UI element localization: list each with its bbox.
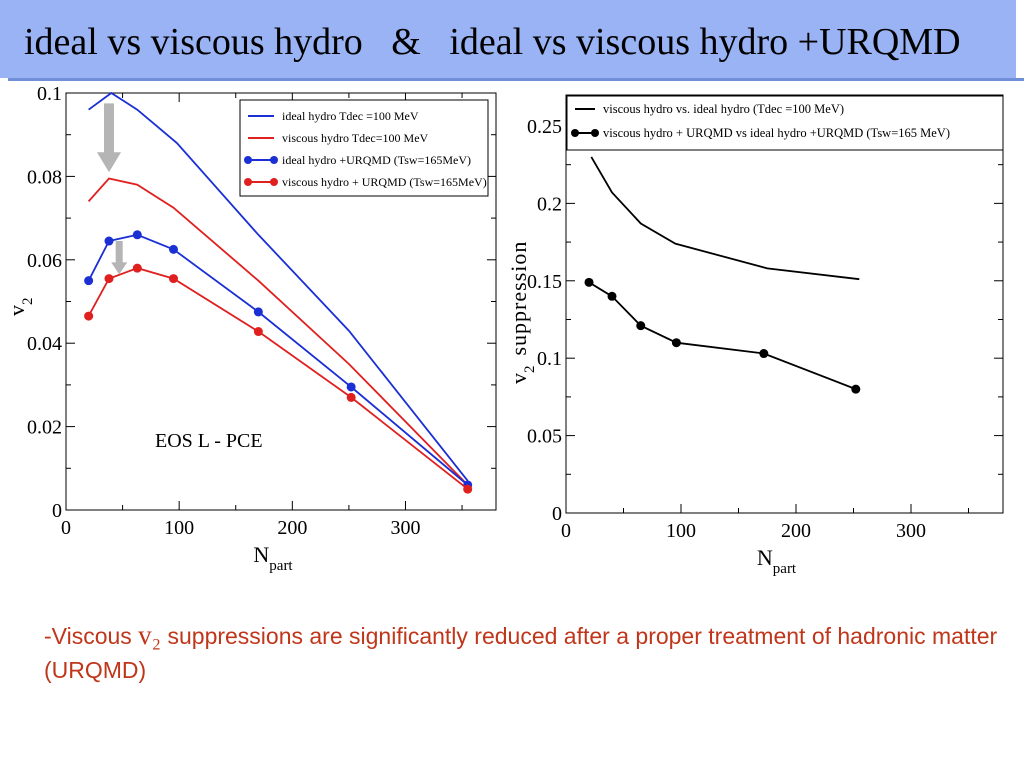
series-line-1: [88, 91, 469, 482]
y-axis-label-main: v: [4, 305, 29, 316]
x-axis-label: Npart: [757, 545, 797, 577]
data-point: [132, 230, 142, 240]
note-suffix: suppressions are significantly reduced a…: [44, 623, 998, 683]
series-line-1: [590, 156, 860, 281]
plot-frame: [565, 94, 1004, 514]
data-point: [253, 307, 263, 317]
y-tick-label: 0: [52, 500, 62, 522]
y-axis-label-suffix: suppression: [508, 241, 531, 356]
x-axis-label-sub: part: [773, 561, 797, 577]
x-axis-label-sub: part: [269, 558, 293, 574]
data-point: [346, 392, 356, 402]
data-point: [253, 327, 263, 337]
legend-entry-label: viscous hydro Tdec=100 MeV: [282, 131, 429, 145]
series-line-2: [588, 281, 857, 390]
eos-annotation: EOS L - PCE: [155, 430, 263, 452]
y-axis-label: v2: [4, 298, 36, 317]
x-tick-label: 300: [896, 520, 926, 542]
title-bar: [0, 0, 1024, 81]
legend-entry-label: ideal hydro Tdec =100 MeV: [282, 109, 419, 123]
suppression-arrow: [97, 103, 121, 173]
legend-entry-label: ideal hydro +URQMD (Tsw=165MeV): [282, 153, 471, 167]
y-axis-label-main: v: [508, 373, 531, 384]
legend-marker: [244, 156, 252, 164]
y-tick-label: 0.02: [27, 417, 62, 439]
data-point: [132, 263, 142, 273]
x-tick-label: 200: [781, 520, 811, 542]
note-prefix: -Viscous: [44, 623, 139, 649]
data-point: [759, 349, 769, 359]
y-axis-label-sub: 2: [522, 366, 538, 374]
legend-entry-label: viscous hydro + URQMD vs ideal hydro +UR…: [603, 126, 950, 140]
legend-entry-label: viscous hydro vs. ideal hydro (Tdec =100…: [603, 102, 844, 116]
x-tick-label: 200: [277, 517, 307, 539]
data-point: [607, 291, 617, 301]
data-point: [346, 382, 356, 392]
v2-suppression-chart: 0 100 200 300 0 0.05 0.1 0.15 0.2 0.25 Npart v2 supp…: [508, 94, 1004, 577]
series-line-2: [87, 177, 469, 486]
y-tick-label: 0: [552, 503, 562, 525]
y-axis-label: v2 suppression: [508, 241, 538, 384]
x-axis-label: Npart: [253, 542, 293, 574]
x-axis-label-main: N: [757, 545, 773, 570]
y-tick-label: 0.1: [37, 83, 62, 105]
y-tick-label: 0.04: [27, 333, 62, 355]
legend-marker: [571, 129, 579, 137]
data-point: [671, 338, 681, 348]
x-tick-label: 100: [666, 520, 696, 542]
data-point: [104, 274, 114, 284]
data-point: [851, 384, 861, 394]
title-bar-shadow: [8, 78, 1024, 81]
legend-marker: [244, 178, 252, 186]
slide-title: ideal vs viscous hydro & ideal vs viscou…: [24, 21, 961, 63]
x-axis-label-main: N: [253, 542, 269, 567]
suppression-arrow: [111, 241, 128, 275]
conclusion-note: -Viscous v₂ suppressions are significant…: [44, 618, 1004, 687]
y-tick-label: 0.05: [527, 426, 562, 448]
legend-box: [566, 95, 1004, 151]
x-tick-label: 0: [61, 517, 71, 539]
legend-box: [239, 99, 489, 197]
x-tick-label: 300: [390, 517, 420, 539]
y-axis-label-sub: 2: [20, 298, 36, 306]
y-tick-label: 0.25: [527, 116, 562, 138]
data-point: [636, 321, 646, 331]
data-point: [84, 311, 94, 321]
legend-marker: [270, 178, 278, 186]
y-tick-label: 0.2: [537, 193, 562, 215]
x-tick-label: 100: [164, 517, 194, 539]
x-tick-label: 0: [561, 520, 571, 542]
data-point: [84, 276, 94, 286]
data-point: [104, 236, 114, 246]
y-tick-label: 0.06: [27, 250, 62, 272]
data-point: [169, 274, 178, 284]
series-line-3: [87, 233, 469, 486]
series-line-4: [87, 267, 469, 490]
note-symbol: v₂: [138, 620, 162, 650]
data-point: [463, 484, 473, 494]
legend-marker: [270, 156, 278, 164]
data-point: [584, 277, 594, 287]
y-tick-label: 0.08: [27, 166, 62, 188]
v2-vs-npart-chart: 0 100 200 300 0 0.02 0.04 0.06 0.08 0.1 Npart v2 EOS…: [4, 83, 497, 574]
legend-marker: [591, 129, 599, 137]
y-tick-label: 0.1: [537, 348, 562, 370]
y-tick-label: 0.15: [527, 271, 562, 293]
legend-entry-label: viscous hydro + URQMD (Tsw=165MeV): [282, 175, 487, 189]
data-point: [169, 244, 178, 254]
